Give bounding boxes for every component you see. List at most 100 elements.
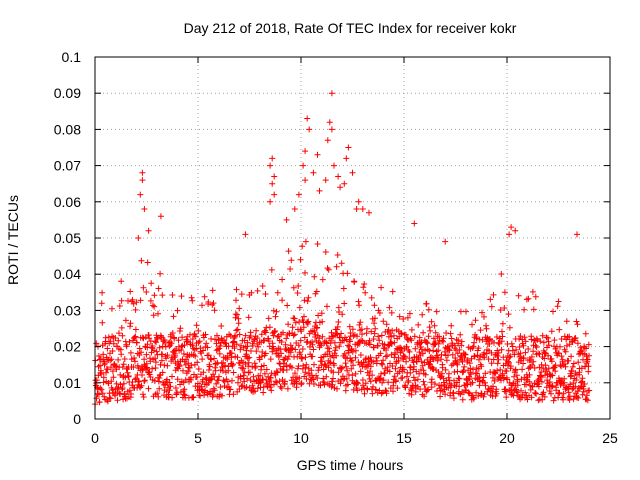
data-point — [166, 387, 173, 394]
data-point — [527, 386, 534, 393]
data-point — [194, 380, 201, 387]
data-point — [414, 376, 421, 383]
data-point — [268, 266, 275, 273]
data-point — [341, 180, 348, 187]
data-point — [411, 220, 418, 227]
data-point — [254, 335, 261, 342]
data-point — [172, 352, 179, 359]
data-point — [522, 338, 529, 345]
data-point — [164, 362, 171, 369]
data-point — [488, 349, 495, 356]
data-point — [335, 319, 342, 325]
data-point — [455, 375, 462, 382]
y-tick-label: 0 — [73, 411, 81, 427]
data-point — [167, 383, 174, 390]
data-point — [292, 319, 299, 326]
data-point — [494, 367, 501, 374]
data-point — [402, 331, 409, 338]
data-point — [236, 305, 243, 312]
data-point — [509, 347, 516, 354]
chart-title: Day 212 of 2018, Rate Of TEC Index for r… — [184, 20, 517, 36]
data-point — [513, 372, 520, 379]
data-point — [532, 389, 539, 396]
data-point — [305, 318, 312, 325]
data-point — [278, 385, 285, 392]
data-point — [341, 350, 348, 357]
data-point — [377, 350, 384, 357]
data-point — [398, 330, 404, 336]
data-point — [99, 289, 106, 296]
data-point — [112, 335, 119, 341]
data-point — [299, 243, 306, 250]
data-point — [490, 291, 497, 298]
data-point — [493, 390, 500, 397]
data-point — [215, 346, 221, 353]
data-point — [392, 351, 399, 358]
data-point — [269, 348, 276, 355]
data-point — [407, 369, 414, 376]
data-point — [216, 373, 222, 380]
data-point — [391, 373, 398, 380]
data-point — [156, 375, 163, 381]
data-point — [135, 235, 142, 241]
data-point — [543, 334, 550, 341]
data-point — [232, 332, 239, 339]
data-point — [430, 347, 437, 354]
data-point — [367, 363, 374, 370]
data-point — [235, 320, 242, 327]
data-point — [331, 362, 338, 369]
data-point — [327, 359, 334, 366]
data-point — [515, 292, 522, 299]
data-point — [108, 378, 115, 385]
data-point — [573, 377, 580, 383]
data-point — [408, 337, 415, 344]
data-point — [267, 162, 274, 169]
data-point — [247, 369, 253, 376]
data-point — [164, 352, 171, 359]
data-point — [162, 381, 169, 388]
data-point — [259, 376, 266, 383]
data-point — [270, 307, 277, 314]
data-point — [406, 310, 413, 317]
data-point — [324, 137, 331, 144]
data-point — [536, 351, 543, 358]
data-point — [125, 373, 132, 379]
data-point — [291, 206, 298, 212]
data-point — [454, 368, 461, 375]
data-point — [550, 308, 556, 315]
data-point — [200, 347, 207, 354]
data-point — [356, 321, 363, 328]
data-point — [331, 162, 337, 169]
data-point — [389, 327, 396, 334]
data-point — [159, 369, 166, 376]
data-point — [284, 356, 291, 363]
data-point — [529, 288, 536, 295]
data-point — [254, 385, 261, 392]
data-point — [586, 387, 593, 394]
data-point — [475, 365, 482, 372]
data-point — [428, 318, 435, 325]
y-tick-label: 0.03 — [54, 302, 81, 318]
data-point — [502, 386, 509, 393]
data-point — [561, 375, 568, 382]
data-point — [257, 372, 264, 379]
data-point — [336, 334, 343, 341]
data-point — [306, 126, 313, 133]
data-point — [315, 367, 322, 374]
data-point — [419, 311, 426, 318]
data-point — [139, 366, 146, 373]
data-point — [272, 328, 279, 334]
data-point — [404, 314, 411, 321]
data-point — [319, 318, 326, 325]
data-point — [137, 191, 144, 198]
data-point — [344, 381, 351, 388]
data-point — [196, 338, 203, 345]
data-point — [96, 399, 103, 405]
data-point — [333, 326, 340, 333]
data-point — [274, 289, 281, 296]
data-point — [477, 327, 484, 334]
data-point — [446, 380, 453, 387]
data-point — [546, 379, 553, 385]
data-point — [428, 376, 435, 383]
data-point — [440, 335, 447, 342]
